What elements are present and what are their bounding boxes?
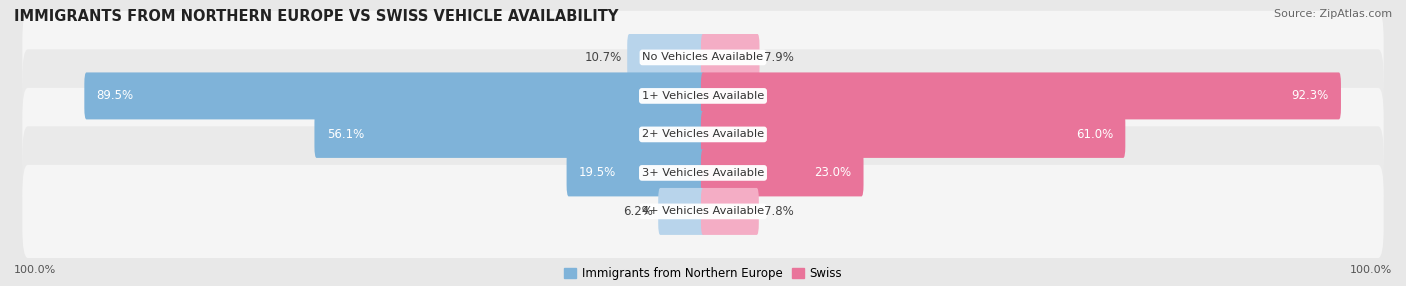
Text: Source: ZipAtlas.com: Source: ZipAtlas.com bbox=[1274, 9, 1392, 19]
FancyBboxPatch shape bbox=[22, 88, 1384, 181]
FancyBboxPatch shape bbox=[702, 111, 1125, 158]
Text: 92.3%: 92.3% bbox=[1291, 90, 1329, 102]
Text: 7.8%: 7.8% bbox=[763, 205, 793, 218]
FancyBboxPatch shape bbox=[702, 149, 863, 196]
FancyBboxPatch shape bbox=[22, 126, 1384, 220]
FancyBboxPatch shape bbox=[84, 72, 704, 119]
Text: 6.2%: 6.2% bbox=[623, 205, 654, 218]
Text: 1+ Vehicles Available: 1+ Vehicles Available bbox=[643, 91, 763, 101]
FancyBboxPatch shape bbox=[627, 34, 704, 81]
Text: 89.5%: 89.5% bbox=[97, 90, 134, 102]
Text: 56.1%: 56.1% bbox=[326, 128, 364, 141]
Text: 7.9%: 7.9% bbox=[765, 51, 794, 64]
FancyBboxPatch shape bbox=[702, 34, 759, 81]
Text: 10.7%: 10.7% bbox=[585, 51, 623, 64]
FancyBboxPatch shape bbox=[702, 72, 1341, 119]
Text: 2+ Vehicles Available: 2+ Vehicles Available bbox=[643, 130, 763, 139]
FancyBboxPatch shape bbox=[658, 188, 704, 235]
FancyBboxPatch shape bbox=[567, 149, 704, 196]
Text: No Vehicles Available: No Vehicles Available bbox=[643, 52, 763, 62]
Text: 61.0%: 61.0% bbox=[1076, 128, 1114, 141]
FancyBboxPatch shape bbox=[22, 165, 1384, 258]
FancyBboxPatch shape bbox=[315, 111, 704, 158]
Text: 100.0%: 100.0% bbox=[14, 265, 56, 275]
Text: 4+ Vehicles Available: 4+ Vehicles Available bbox=[643, 206, 763, 217]
Text: 3+ Vehicles Available: 3+ Vehicles Available bbox=[643, 168, 763, 178]
FancyBboxPatch shape bbox=[22, 11, 1384, 104]
Text: 23.0%: 23.0% bbox=[814, 166, 851, 179]
Text: 19.5%: 19.5% bbox=[579, 166, 616, 179]
Text: IMMIGRANTS FROM NORTHERN EUROPE VS SWISS VEHICLE AVAILABILITY: IMMIGRANTS FROM NORTHERN EUROPE VS SWISS… bbox=[14, 9, 619, 23]
FancyBboxPatch shape bbox=[22, 49, 1384, 142]
Legend: Immigrants from Northern Europe, Swiss: Immigrants from Northern Europe, Swiss bbox=[560, 262, 846, 285]
Text: 100.0%: 100.0% bbox=[1350, 265, 1392, 275]
FancyBboxPatch shape bbox=[702, 188, 759, 235]
